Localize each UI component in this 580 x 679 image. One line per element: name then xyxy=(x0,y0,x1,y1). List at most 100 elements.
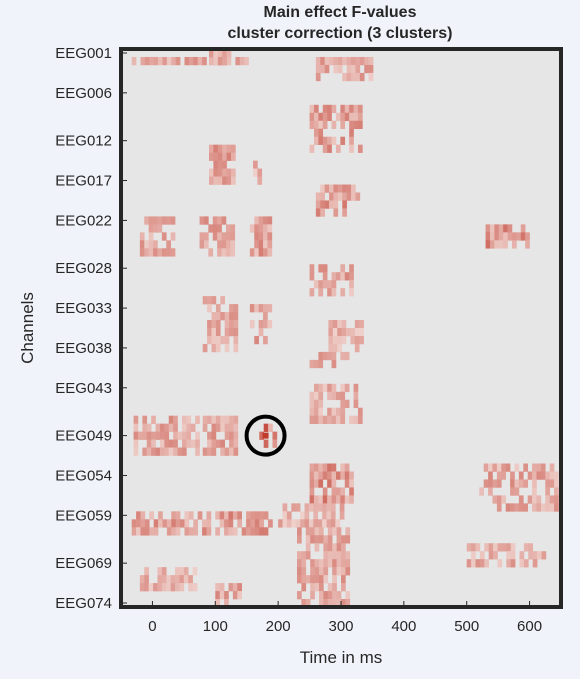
heatmap-cell xyxy=(254,224,259,233)
heatmap-cell xyxy=(249,248,255,257)
y-tick-label: EEG043 xyxy=(55,380,112,397)
heatmap-cell xyxy=(520,232,526,241)
heatmap-cell xyxy=(263,511,269,520)
heatmap-cell xyxy=(354,320,360,329)
heatmap-cell xyxy=(507,224,513,233)
heatmap-cell xyxy=(309,407,315,416)
heatmap-cell xyxy=(545,479,550,488)
heatmap-cell xyxy=(310,575,315,584)
heatmap-cell xyxy=(540,463,546,472)
heatmap-cell xyxy=(313,471,319,480)
heatmap-cell xyxy=(268,423,273,432)
heatmap-cell xyxy=(494,232,500,241)
heatmap-cell xyxy=(309,359,315,369)
heatmap-cell xyxy=(254,248,259,257)
heatmap-cell xyxy=(479,487,484,496)
heatmap-cell xyxy=(327,495,332,504)
heatmap-cell xyxy=(327,280,332,289)
heatmap-cell xyxy=(323,535,329,544)
heatmap-cell xyxy=(195,415,200,424)
heatmap-cell xyxy=(131,519,137,528)
heatmap-cell xyxy=(221,240,227,249)
heatmap-cell xyxy=(340,351,346,361)
heatmap-cell xyxy=(144,583,149,592)
heatmap-cell xyxy=(305,599,311,608)
heatmap-cell xyxy=(213,168,219,177)
heatmap-cell xyxy=(528,543,534,552)
heatmap-cell xyxy=(249,320,255,329)
heatmap-cell xyxy=(331,479,337,488)
heatmap-cell xyxy=(157,224,163,233)
heatmap-cell xyxy=(310,583,315,592)
heatmap-cell xyxy=(237,583,242,592)
heatmap-cell xyxy=(133,423,139,432)
heatmap-cell xyxy=(549,503,555,512)
heatmap-cell xyxy=(355,64,361,74)
heatmap-cell xyxy=(136,527,141,536)
heatmap-cell xyxy=(183,575,189,584)
heatmap-cell xyxy=(344,112,350,122)
heatmap-cell xyxy=(212,224,218,233)
heatmap-cell xyxy=(217,216,222,225)
heatmap-cell xyxy=(139,583,145,592)
heatmap-cell xyxy=(328,328,334,337)
heatmap-cell xyxy=(331,120,337,130)
heatmap-cell xyxy=(144,240,149,249)
heatmap-cell xyxy=(344,479,350,488)
heatmap-cell xyxy=(309,399,315,409)
heatmap-cell xyxy=(322,415,328,424)
heatmap-cell xyxy=(333,64,339,74)
heatmap-cell xyxy=(149,56,154,66)
heatmap-cell xyxy=(207,335,212,345)
heatmap-cell xyxy=(207,320,212,329)
heatmap-cell xyxy=(233,343,239,353)
heatmap-cell xyxy=(226,152,232,161)
heatmap-cell xyxy=(175,583,180,592)
heatmap-cell xyxy=(331,415,337,424)
heatmap-cell xyxy=(337,192,343,201)
heatmap-cell xyxy=(359,72,365,82)
heatmap-cell xyxy=(492,479,498,488)
heatmap-cell xyxy=(349,144,354,153)
heatmap-cell xyxy=(351,72,356,82)
heatmap-cell xyxy=(322,503,327,512)
heatmap-cell xyxy=(297,527,302,536)
heatmap-cell xyxy=(304,503,310,512)
heatmap-cell xyxy=(342,192,347,201)
heatmap-cell xyxy=(317,503,323,512)
heatmap-cell xyxy=(195,431,200,440)
heatmap-cell xyxy=(215,343,221,353)
heatmap-cell xyxy=(233,312,239,321)
heatmap-cell xyxy=(341,543,346,552)
heatmap-cell xyxy=(318,479,324,488)
heatmap-cell xyxy=(349,288,354,297)
heatmap-cell xyxy=(318,391,324,401)
heatmap-cell xyxy=(471,543,476,552)
heatmap-cell xyxy=(131,56,137,66)
heatmap-cell xyxy=(549,495,555,504)
heatmap-cell xyxy=(259,511,264,520)
heatmap-cell xyxy=(224,415,230,424)
heatmap-cell xyxy=(155,447,161,456)
heatmap-cell xyxy=(175,527,181,536)
heatmap-cell xyxy=(322,511,327,520)
peak-cell xyxy=(262,432,269,439)
heatmap-cell xyxy=(170,583,176,592)
heatmap-cell xyxy=(209,49,214,58)
heatmap-cell xyxy=(349,487,354,496)
heatmap-cell xyxy=(319,559,324,568)
heatmap-cell xyxy=(331,272,337,281)
heatmap-cell xyxy=(254,527,260,536)
heatmap-cell xyxy=(171,519,176,528)
heatmap-cell xyxy=(153,527,159,536)
heatmap-cell xyxy=(329,56,334,66)
heatmap-cell xyxy=(229,320,234,329)
heatmap-cell xyxy=(488,463,493,472)
heatmap-cell xyxy=(320,64,325,74)
heatmap-cell xyxy=(173,439,178,448)
heatmap-cell xyxy=(206,519,212,528)
heatmap-cell xyxy=(161,575,167,584)
heatmap-cell xyxy=(494,224,500,233)
heatmap-cell xyxy=(327,391,332,401)
heatmap-cell xyxy=(206,511,212,520)
